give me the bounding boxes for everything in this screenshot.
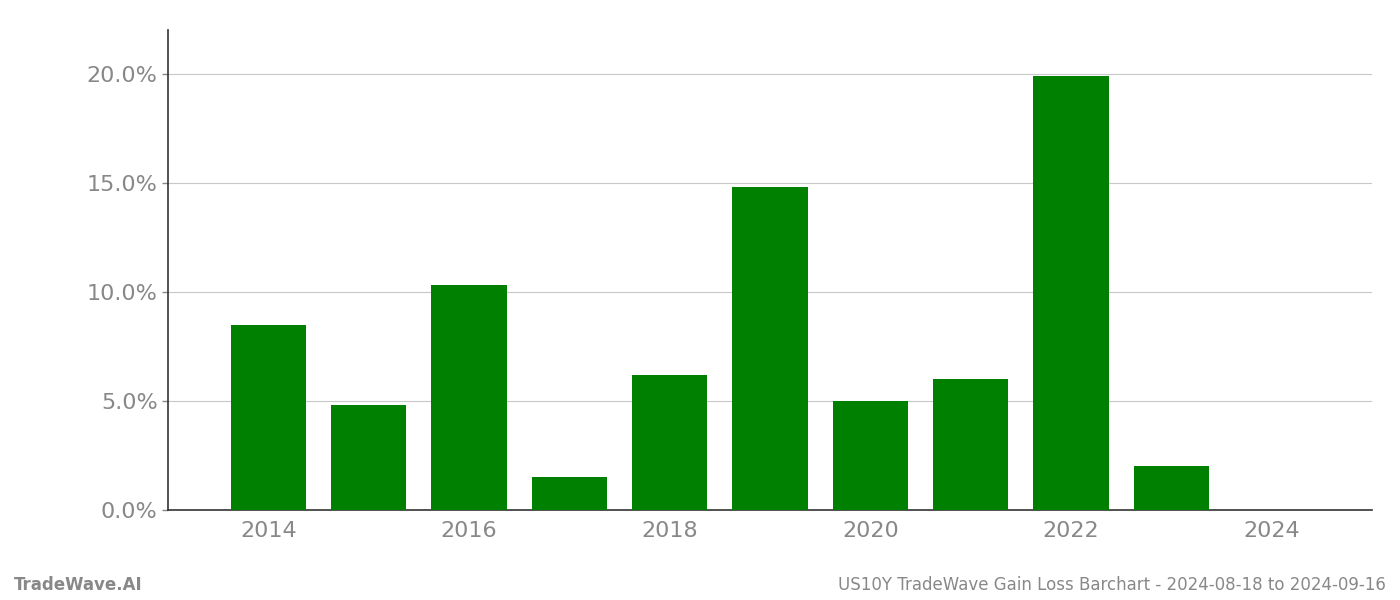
Bar [833,401,909,510]
Bar [231,325,307,510]
Bar [732,187,808,510]
Bar [330,405,406,510]
Bar [631,375,707,510]
Bar [431,285,507,510]
Bar [532,477,608,510]
Bar [932,379,1008,510]
Bar [1033,76,1109,510]
Text: US10Y TradeWave Gain Loss Barchart - 2024-08-18 to 2024-09-16: US10Y TradeWave Gain Loss Barchart - 202… [839,576,1386,594]
Bar [1134,466,1210,510]
Text: TradeWave.AI: TradeWave.AI [14,576,143,594]
